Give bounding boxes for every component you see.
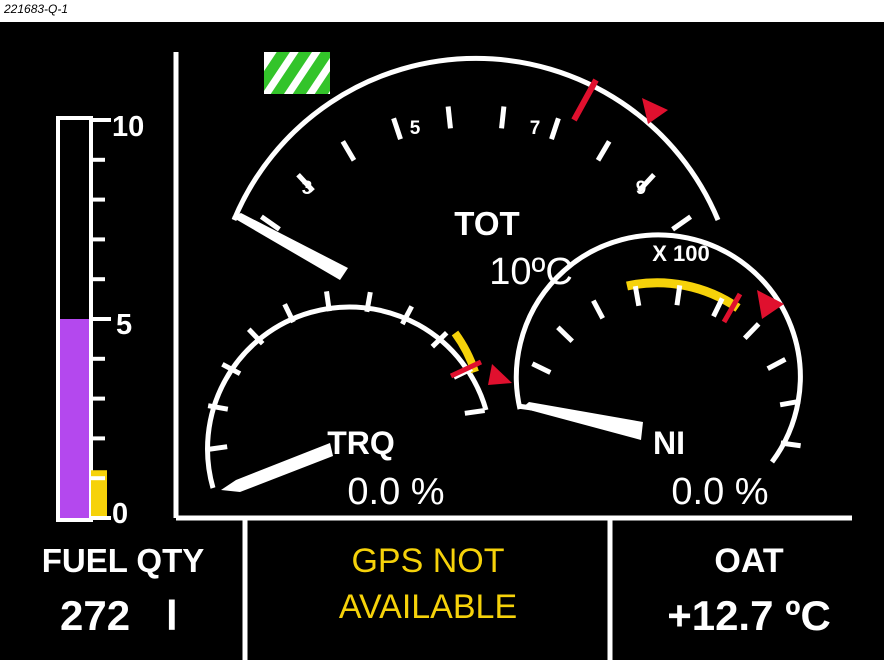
trq-gauge-tick — [464, 408, 485, 416]
tot-needle — [232, 213, 348, 280]
tot-gauge-tick — [296, 172, 315, 193]
n1-gauge-tick — [779, 398, 801, 408]
tot-title: TOT — [454, 205, 519, 242]
n1-gauge-arc — [513, 232, 803, 464]
gps-status-line-2: AVAILABLE — [338, 588, 518, 626]
n1-gauge-tick — [674, 285, 683, 306]
trq-gauge-tick — [282, 303, 296, 324]
fuel-level-fill — [60, 319, 89, 518]
fuel-qty-value: 272 — [60, 592, 131, 639]
fuel-qty-unit: l — [166, 592, 178, 639]
tot-gauge: 3 5 7 9 TOT 10ºC X 100 — [231, 55, 721, 293]
n1-caution-band — [626, 278, 741, 312]
n1-gauge-tick — [556, 325, 574, 344]
engine-display-panel: 10 5 0 3 5 7 9 TOT 10ºC X 100 TRQ 0.0 % — [0, 22, 884, 660]
n1-gauge-ticks — [519, 285, 801, 449]
n1-redline-mark — [721, 292, 743, 324]
tot-gauge-tick — [340, 140, 357, 162]
trq-value: 0.0 % — [347, 471, 444, 513]
n1-needle — [522, 402, 643, 440]
tot-gauge-tick — [391, 117, 403, 140]
tot-gauge-tick — [549, 117, 561, 140]
tot-gauge-ticks — [259, 106, 693, 232]
tot-gauge-tick — [671, 214, 693, 232]
gps-status-line-1: GPS NOT — [351, 542, 505, 580]
trq-gauge-tick — [364, 291, 373, 313]
n1-gauge-tick — [780, 440, 801, 449]
trq-redline-mark — [449, 359, 483, 379]
n1-gauge-tick — [711, 297, 725, 318]
oat-title: OAT — [714, 542, 784, 580]
trq-gauge-tick — [324, 291, 332, 312]
tot-redline-mark — [571, 78, 599, 122]
trq-gauge-tick — [207, 444, 228, 452]
tot-gauge-tick — [595, 140, 612, 162]
tot-gauge-tick — [445, 106, 453, 129]
tot-scale-label-3: 3 — [302, 178, 313, 199]
n1-gauge-tick — [531, 361, 552, 375]
tot-limit-triangle-icon — [642, 98, 668, 124]
n1-gauge-tick — [766, 357, 787, 371]
fuel-qty-title: FUEL QTY — [41, 542, 205, 579]
trq-caution-band — [451, 330, 479, 374]
tot-gauge-tick — [499, 106, 507, 129]
tot-gauge-arc — [231, 55, 721, 221]
tot-multiplier-label: X 100 — [652, 241, 710, 266]
tot-scale-label-7: 7 — [530, 118, 541, 139]
fuel-scale-ticks — [91, 118, 111, 520]
trq-gauge-tick — [207, 403, 229, 412]
trq-gauge-arc — [205, 304, 489, 489]
tot-scale-label-5: 5 — [410, 118, 421, 139]
fuel-scale-label-mid: 5 — [116, 309, 132, 341]
fuel-scale-label-min: 0 — [112, 498, 128, 530]
n1-limit-triangle-icon — [757, 290, 784, 319]
trq-needle — [221, 443, 333, 492]
status-flag-icon — [264, 52, 330, 94]
n1-gauge: NI 0.0 % — [513, 232, 803, 513]
trq-gauge-tick — [430, 330, 449, 349]
frame-lines — [173, 52, 852, 660]
n1-gauge-tick — [591, 299, 605, 320]
trq-limit-triangle-icon — [488, 364, 512, 385]
tot-gauge-tick — [637, 172, 656, 193]
tot-gauge-tick — [259, 214, 281, 232]
trq-title: TRQ — [327, 425, 395, 461]
trq-gauge-tick — [400, 305, 414, 326]
trq-gauge: TRQ 0.0 % — [205, 291, 512, 513]
n1-gauge-tick — [742, 322, 761, 340]
fuel-scale-label-max: 10 — [112, 111, 144, 143]
trq-gauge-tick — [246, 327, 265, 346]
n1-value: 0.0 % — [671, 471, 768, 513]
fuel-bar-gauge: 10 5 0 — [56, 111, 144, 530]
oat-value: +12.7 ºC — [667, 592, 831, 639]
gauge-canvas: 10 5 0 3 5 7 9 TOT 10ºC X 100 TRQ 0.0 % — [56, 52, 852, 660]
trq-gauge-tick — [221, 362, 242, 376]
tot-value: 10ºC — [489, 251, 573, 293]
fuel-low-band — [91, 470, 107, 518]
n1-gauge-tick — [632, 285, 642, 307]
tot-scale-label-9: 9 — [636, 178, 647, 199]
n1-title: NI — [653, 425, 685, 461]
figure-caption: 221683-Q-1 — [4, 2, 69, 16]
